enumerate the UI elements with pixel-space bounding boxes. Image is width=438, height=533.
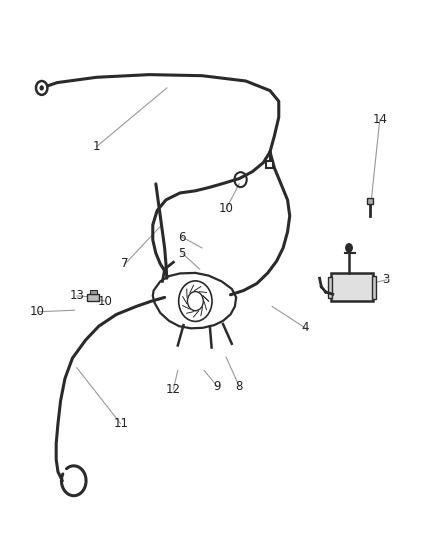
Bar: [87, 294, 99, 301]
Text: 3: 3: [382, 273, 389, 286]
Text: 10: 10: [98, 295, 113, 308]
Circle shape: [39, 85, 44, 91]
Text: 6: 6: [178, 231, 186, 244]
Text: 12: 12: [166, 383, 180, 395]
Bar: [90, 290, 96, 294]
Bar: [366, 198, 372, 204]
Bar: [331, 273, 372, 301]
Text: 10: 10: [30, 305, 45, 318]
Text: 11: 11: [113, 417, 128, 430]
Text: 4: 4: [300, 321, 308, 334]
Circle shape: [36, 81, 47, 95]
Text: 9: 9: [213, 380, 221, 393]
Bar: [266, 161, 273, 168]
Circle shape: [344, 243, 352, 253]
Text: 10: 10: [218, 203, 233, 215]
Text: 5: 5: [178, 247, 185, 260]
Bar: [327, 277, 332, 298]
Text: 7: 7: [121, 257, 129, 270]
Text: 13: 13: [69, 289, 84, 302]
Text: 1: 1: [92, 140, 100, 153]
Text: 14: 14: [371, 114, 386, 126]
Bar: [371, 276, 375, 299]
Text: 8: 8: [235, 380, 242, 393]
